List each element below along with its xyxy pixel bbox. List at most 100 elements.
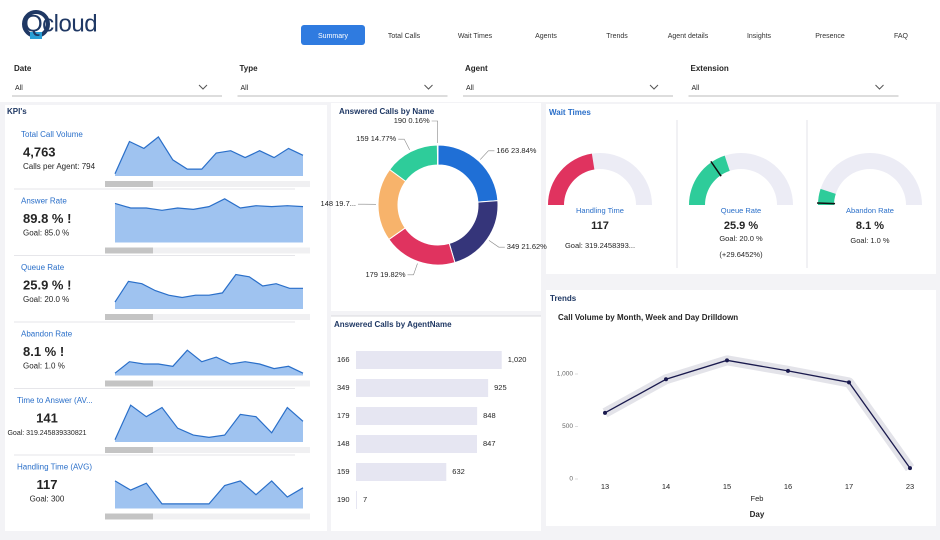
nav-label[interactable]: Trends bbox=[606, 33, 628, 40]
kpi-value: 89.8 % ! bbox=[23, 211, 71, 226]
nav-tab[interactable]: Agent details bbox=[668, 33, 709, 40]
kpi-title: Abandon Rate bbox=[21, 330, 73, 339]
scroll-track bbox=[105, 247, 310, 254]
sparkline-area bbox=[115, 405, 303, 442]
scroll-thumb[interactable] bbox=[105, 314, 153, 320]
wait-panel bbox=[546, 104, 936, 274]
dropdown-box[interactable] bbox=[237, 79, 448, 95]
bar-value-label: 1,020 bbox=[508, 355, 527, 364]
filter-value[interactable]: All bbox=[692, 85, 700, 92]
slice-name: 179 bbox=[365, 270, 378, 279]
nav-label[interactable]: Insights bbox=[747, 33, 772, 40]
bar-value-label: 848 bbox=[483, 411, 496, 420]
slice-value: 14.77% bbox=[371, 134, 397, 143]
bar-category: 179 bbox=[337, 411, 350, 420]
kpi-value: 8.1 % ! bbox=[23, 344, 64, 359]
bar-title: Answered Calls by AgentName bbox=[334, 320, 452, 329]
bar bbox=[356, 435, 477, 453]
bar-value-label: 632 bbox=[452, 467, 465, 476]
kpi-value: 117 bbox=[37, 477, 58, 492]
donut-label: 148 19.7... bbox=[321, 199, 356, 208]
kpi-title: Queue Rate bbox=[21, 263, 65, 272]
scroll-thumb[interactable] bbox=[105, 247, 153, 254]
slice-value: 0.16% bbox=[408, 116, 430, 125]
scroll-track bbox=[105, 181, 310, 187]
x-axis-title: Day bbox=[750, 510, 765, 519]
nav-label[interactable]: Agent details bbox=[668, 33, 709, 40]
logo-accent bbox=[30, 32, 42, 39]
brand: Qcloud bbox=[24, 10, 97, 37]
scroll-thumb[interactable] bbox=[105, 380, 153, 387]
kpi-title: Total Call Volume bbox=[21, 130, 83, 139]
filter-dropdown[interactable]: All bbox=[463, 79, 673, 97]
slice-name: 166 bbox=[496, 146, 509, 155]
nav-active[interactable] bbox=[301, 25, 365, 45]
line-point bbox=[664, 377, 668, 382]
nav-tab[interactable]: Insights bbox=[747, 33, 772, 40]
kpi-value: 4,763 bbox=[23, 144, 56, 159]
chevron[interactable] bbox=[649, 84, 659, 90]
sparkline-line bbox=[114, 198, 304, 211]
nav-tab[interactable]: Summary bbox=[301, 25, 365, 45]
chevron[interactable] bbox=[198, 84, 208, 90]
nav-tab[interactable]: Presence bbox=[815, 33, 845, 40]
filter-dropdown[interactable]: All bbox=[688, 79, 899, 97]
leader-line bbox=[407, 263, 418, 276]
gauge-value: 8.1 % bbox=[856, 220, 884, 232]
chevron[interactable] bbox=[424, 84, 433, 90]
filter-value[interactable]: All bbox=[466, 85, 474, 92]
gauge-label: Handling Time bbox=[576, 206, 624, 215]
nav-label[interactable]: FAQ bbox=[894, 33, 909, 40]
filter-dropdown[interactable]: All bbox=[237, 79, 448, 97]
chevron[interactable] bbox=[875, 84, 884, 90]
donut-label: 166 23.84% bbox=[496, 146, 536, 155]
slice-value: 21.62% bbox=[521, 242, 547, 251]
slice-name: 190 bbox=[394, 116, 407, 125]
x-tick-label: 13 bbox=[601, 482, 609, 491]
x-tick-label: 17 bbox=[845, 482, 853, 491]
nav-tab[interactable]: Total Calls bbox=[388, 33, 421, 40]
donut-label: 179 19.82% bbox=[365, 270, 405, 279]
gauge-track bbox=[818, 153, 922, 205]
kpi-note: Goal: 85.0 % bbox=[23, 229, 69, 238]
nav-label[interactable]: Agents bbox=[535, 33, 557, 40]
gauge-goal: Goal: 319.2458393... bbox=[565, 241, 635, 250]
gauge-label: Queue Rate bbox=[721, 206, 761, 215]
donut-slice bbox=[436, 144, 439, 166]
scroll-thumb[interactable] bbox=[105, 513, 153, 520]
filter-dropdown[interactable]: All bbox=[12, 79, 222, 97]
bar-category: 190 bbox=[337, 495, 350, 504]
nav-tab[interactable]: Trends bbox=[606, 33, 628, 40]
scroll-thumb[interactable] bbox=[105, 181, 153, 187]
dropdown-box[interactable] bbox=[12, 79, 222, 95]
nav-tab[interactable]: FAQ bbox=[894, 33, 909, 40]
nav-tab[interactable]: Wait Times bbox=[458, 33, 493, 40]
slice-name: 148 bbox=[321, 199, 334, 208]
gauge-fill bbox=[689, 155, 730, 205]
nav-label[interactable]: Wait Times bbox=[458, 33, 493, 40]
sparkline-line bbox=[114, 136, 304, 174]
nav-label[interactable]: Total Calls bbox=[388, 33, 421, 40]
nav-label[interactable]: Presence bbox=[815, 33, 845, 40]
nav-label[interactable]: Summary bbox=[318, 33, 348, 40]
filter-label: Date bbox=[14, 64, 32, 73]
y-tick-label: 1,000 bbox=[557, 371, 574, 378]
gauge-goal: Goal: 20.0 % bbox=[719, 234, 763, 243]
y-tick-label: 500 bbox=[562, 423, 573, 430]
slice-value: 19.7... bbox=[335, 199, 356, 208]
filter-value[interactable]: All bbox=[15, 85, 23, 92]
sparkline-area bbox=[115, 480, 303, 509]
scroll-thumb[interactable] bbox=[105, 447, 153, 453]
line-point bbox=[603, 410, 607, 415]
filter-value[interactable]: All bbox=[241, 85, 249, 92]
kpi-title: Handling Time (AVG) bbox=[17, 463, 92, 472]
line-point bbox=[908, 466, 912, 471]
dropdown-box[interactable] bbox=[463, 79, 673, 95]
leader-line bbox=[398, 138, 410, 150]
bar bbox=[356, 491, 357, 509]
gauge-value: 117 bbox=[591, 220, 609, 232]
sparkline-line bbox=[114, 349, 304, 374]
x-tick-label: 14 bbox=[662, 482, 670, 491]
nav-tab[interactable]: Agents bbox=[535, 33, 557, 40]
dropdown-box[interactable] bbox=[688, 79, 899, 95]
